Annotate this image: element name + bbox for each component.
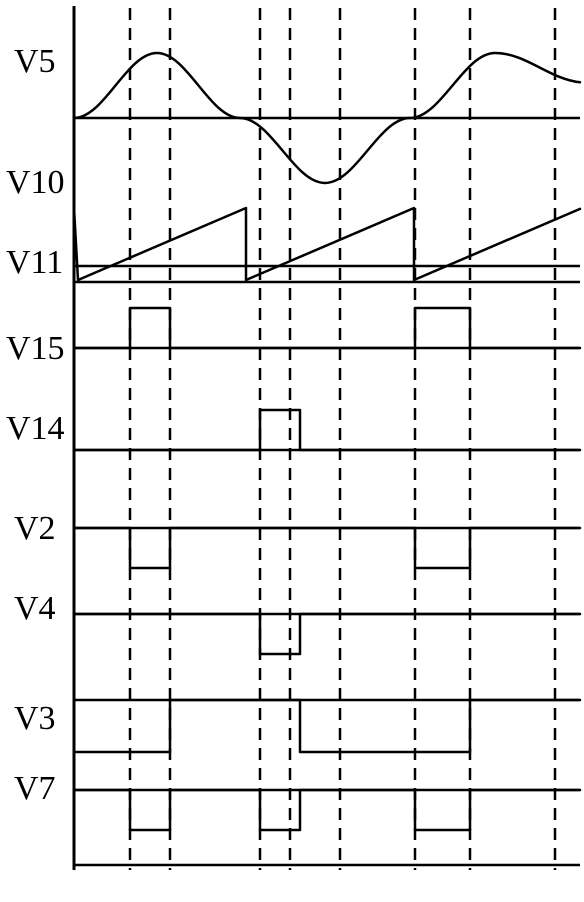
trace-V14 — [74, 410, 580, 450]
label-V7: V7 — [14, 770, 56, 808]
trace-V2 — [74, 528, 580, 568]
label-V3: V3 — [14, 700, 56, 738]
label-V10: V10 — [6, 164, 65, 202]
trace-V10 — [74, 208, 580, 280]
label-V5: V5 — [14, 43, 56, 81]
trace-V7 — [74, 790, 580, 830]
label-V15: V15 — [6, 330, 65, 368]
trace-V3 — [74, 700, 580, 752]
trace-V4 — [74, 614, 580, 654]
timing-diagram-svg — [0, 0, 584, 902]
timing-diagram: V5 V10 V11 V15 V14 V2 V4 V3 V7 — [0, 0, 584, 902]
label-V11: V11 — [6, 244, 63, 282]
trace-V15 — [74, 308, 580, 348]
label-V2: V2 — [14, 510, 56, 548]
label-V4: V4 — [14, 590, 56, 628]
label-V14: V14 — [6, 410, 65, 448]
